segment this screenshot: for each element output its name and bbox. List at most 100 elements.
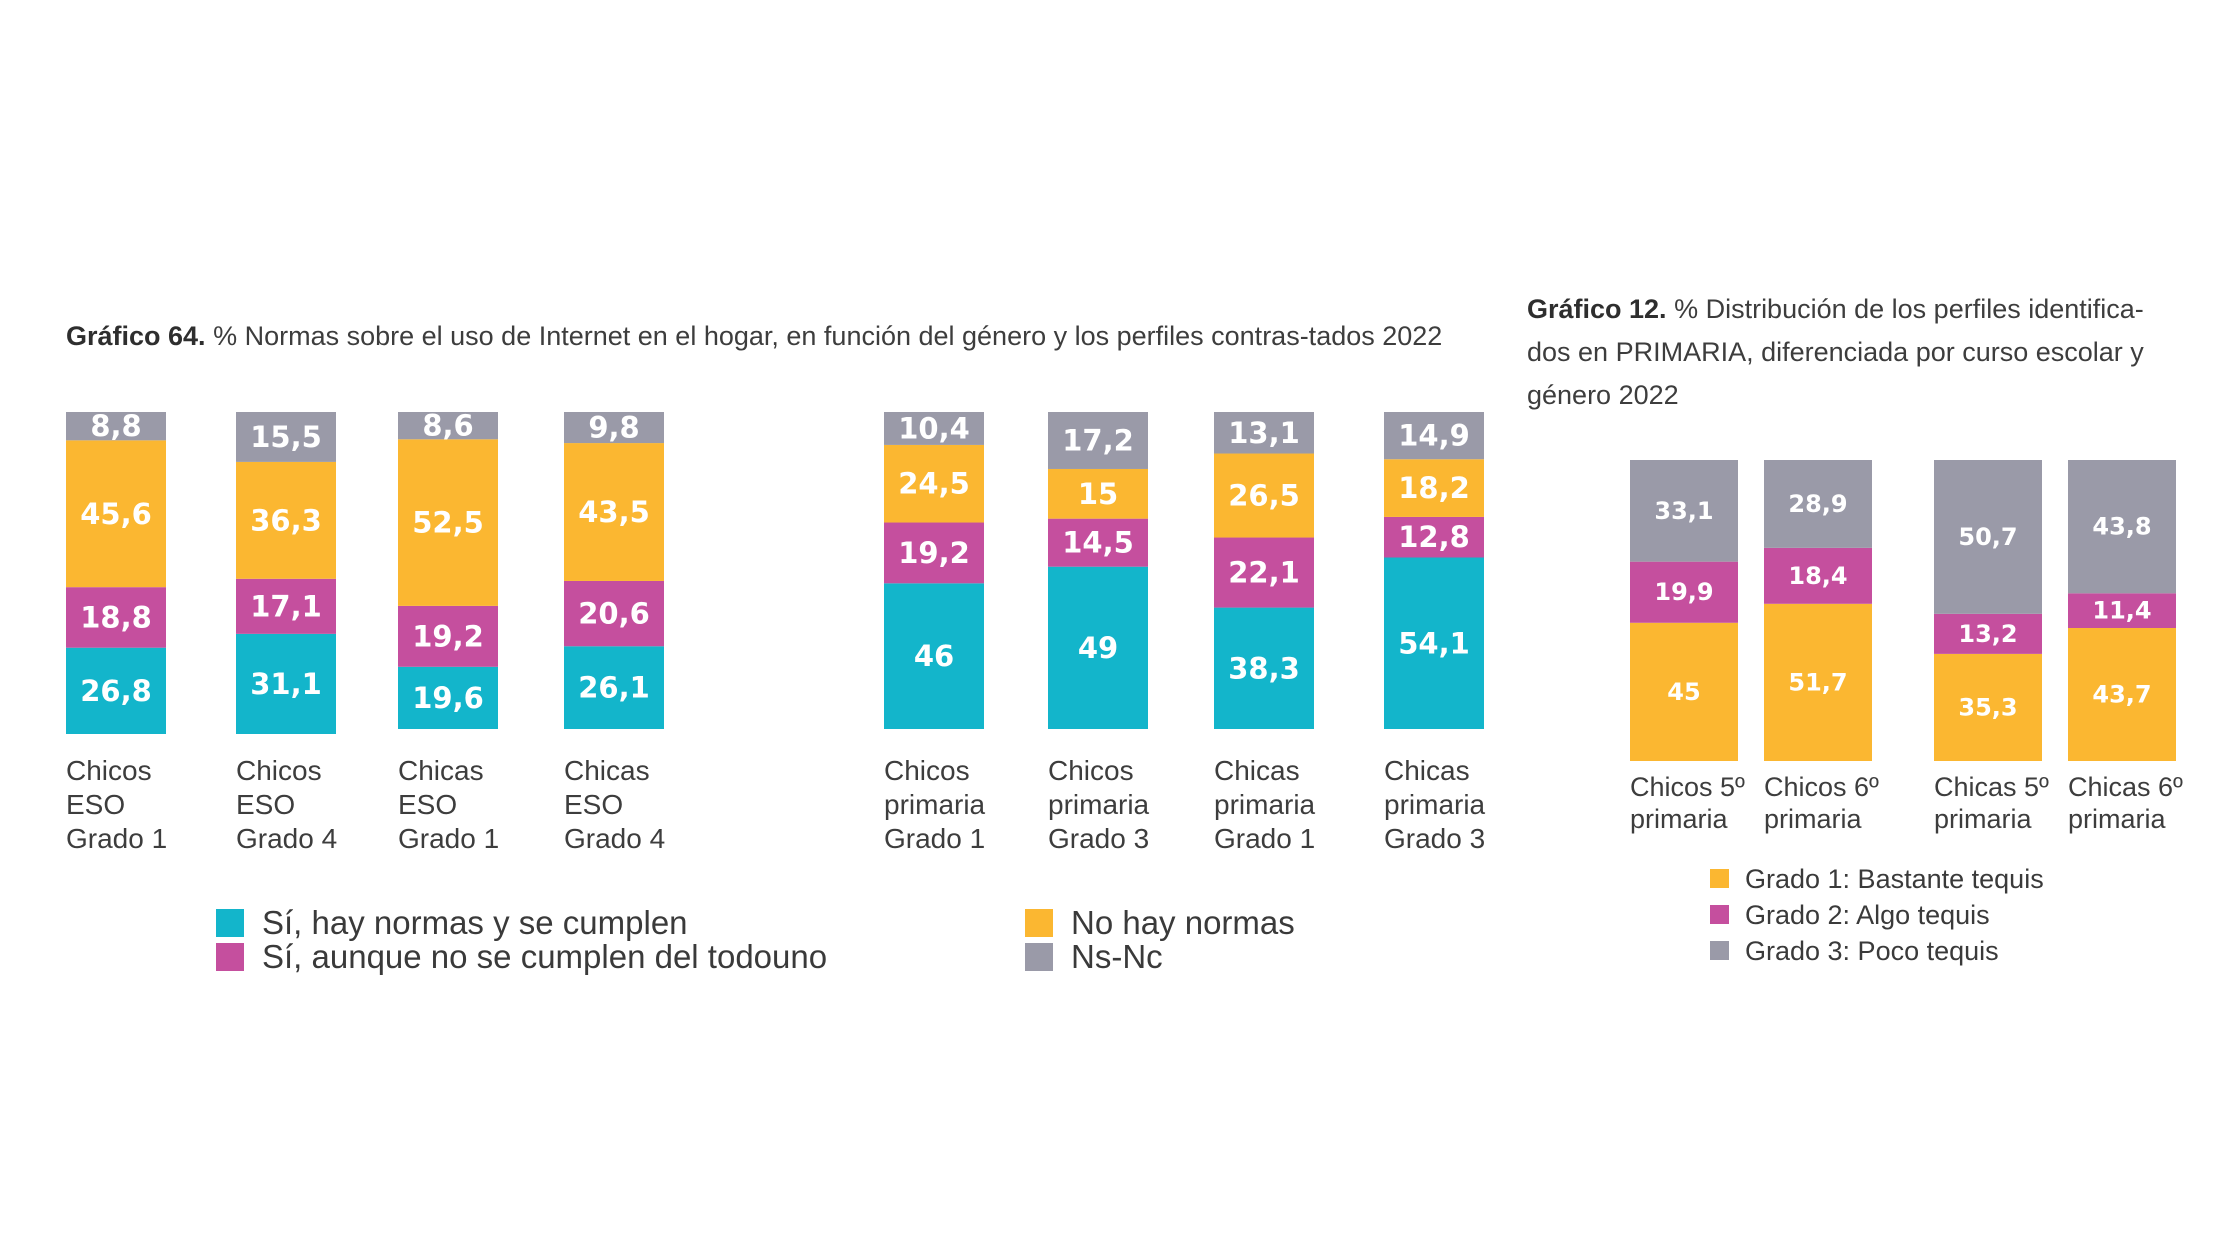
- chart64-title-bold: Gráfico 64.: [66, 321, 206, 351]
- chart64-bar-segment: [1048, 518, 1148, 567]
- chart64-value-label: 19,2: [412, 619, 484, 653]
- chart12-bar-segment: [1630, 561, 1738, 623]
- chart64-bar-segment: [884, 412, 984, 445]
- chart12-value-label: 51,7: [1788, 668, 1847, 696]
- chart64-category-label: Chicos: [884, 755, 970, 786]
- chart64-value-label: 46: [914, 639, 954, 673]
- chart64-value-label: 26,5: [1228, 479, 1300, 513]
- chart64-bar-segment: [1048, 468, 1148, 519]
- chart12-bar-segment: [1764, 603, 1872, 761]
- chart12-value-label: 45: [1667, 678, 1700, 706]
- chart64-category-label: Chicos: [236, 755, 322, 786]
- chart12-value-label: 33,1: [1654, 497, 1713, 525]
- chart64-value-label: 54,1: [1398, 626, 1470, 660]
- chart64-bar-segment: [1048, 566, 1148, 729]
- chart64-bar-segment: [884, 444, 984, 523]
- chart12-category-label: primaria: [1934, 804, 2033, 834]
- chart12-category-label: Chicos 5º: [1630, 772, 1745, 802]
- chart64-title-text: % Normas sobre el uso de Internet en el …: [205, 321, 1443, 351]
- chart64-category-label: Grado 1: [398, 823, 499, 854]
- chart64-title: Gráfico 64. % Normas sobre el uso de Int…: [66, 314, 1486, 358]
- chart64-value-label: 8,6: [422, 409, 473, 443]
- chart64-category-label: Chicas: [1384, 755, 1470, 786]
- chart64-value-label: 52,5: [412, 506, 484, 540]
- chart64-value-label: 19,2: [898, 536, 970, 570]
- legend-label-grado1: Grado 1: Bastante tequis: [1745, 864, 2044, 894]
- chart12-bar-segment: [2068, 628, 2176, 761]
- chart64-bar-segment: [66, 440, 166, 588]
- chart64-bar-segment: [66, 412, 166, 441]
- chart64-category-label: Chicos: [66, 755, 152, 786]
- legend-item-cumplen: Sí, hay normas y se cumplen: [216, 904, 688, 942]
- chart64-value-label: 17,1: [250, 589, 322, 623]
- chart12-title: Gráfico 12. % Distribución de los perfil…: [1527, 288, 2187, 417]
- chart12-bar-segment: [1934, 460, 2042, 614]
- chart64-value-label: 36,3: [250, 503, 322, 537]
- chart12-bar-segment: [2068, 593, 2176, 628]
- legend-item-grado1: Grado 1: Bastante tequis: [1710, 864, 2044, 895]
- legend-item-grado3: Grado 3: Poco tequis: [1710, 936, 1999, 967]
- chart64-value-label: 26,8: [80, 674, 152, 708]
- chart12-category-label: primaria: [1764, 804, 1863, 834]
- chart64-value-label: 38,3: [1228, 651, 1300, 685]
- chart64-bar-segment: [564, 580, 664, 647]
- legend-swatch-grado1: [1710, 869, 1729, 888]
- chart64-value-label: 24,5: [898, 467, 970, 501]
- chart12-category-label: primaria: [1630, 804, 1729, 834]
- chart64-value-label: 31,1: [250, 667, 322, 701]
- chart64-bar-segment: [884, 522, 984, 584]
- legend-label-grado3: Grado 3: Poco tequis: [1745, 936, 1999, 966]
- chart64-category-label: ESO: [66, 789, 125, 820]
- chart12-value-label: 35,3: [1958, 693, 2017, 721]
- chart12-bar-segment: [1630, 460, 1738, 562]
- chart12-title-bold: Gráfico 12.: [1527, 294, 1667, 324]
- chart64-category-label: Grado 1: [66, 823, 167, 854]
- chart64-category-label: primaria: [1214, 789, 1316, 820]
- chart64-category-label: Grado 1: [1214, 823, 1315, 854]
- chart64-value-label: 19,6: [412, 681, 484, 715]
- chart12-value-label: 28,9: [1788, 490, 1847, 518]
- chart64-bar-segment: [1214, 537, 1314, 608]
- chart64-category-label: ESO: [564, 789, 623, 820]
- chart12-category-label: Chicas 5º: [1934, 772, 2049, 802]
- chart64-bar-segment: [398, 666, 498, 729]
- chart64-category-label: primaria: [1048, 789, 1150, 820]
- chart64-category-label: Chicos: [1048, 755, 1134, 786]
- chart64-bar-segment: [398, 605, 498, 667]
- chart12-value-label: 18,4: [1788, 562, 1847, 590]
- chart64-value-label: 8,8: [90, 409, 141, 443]
- legend-label-no-normas: No hay normas: [1071, 904, 1295, 941]
- chart12-category-label: Chicas 6º: [2068, 772, 2183, 802]
- chart64-category-label: Chicas: [564, 755, 650, 786]
- chart64-bar-segment: [884, 583, 984, 729]
- chart12-bar-segment: [1764, 460, 1872, 548]
- chart64-bar-segment: [236, 633, 336, 734]
- chart64-bar-segment: [1384, 516, 1484, 558]
- chart12-category-label: primaria: [2068, 804, 2167, 834]
- chart64-category-label: Chicas: [398, 755, 484, 786]
- legend-item-grado2: Grado 2: Algo tequis: [1710, 900, 1990, 931]
- legend-item-no-cumplen: Sí, aunque no se cumplen del todouno: [216, 938, 827, 976]
- chart64-category-label: Grado 4: [564, 823, 665, 854]
- chart12-value-label: 43,7: [2092, 681, 2151, 709]
- chart64-category-label: ESO: [398, 789, 457, 820]
- chart64-value-label: 13,1: [1228, 416, 1300, 450]
- chart64-bar-segment: [564, 646, 664, 729]
- chart64-value-label: 15: [1078, 477, 1118, 511]
- legend-label-grado2: Grado 2: Algo tequis: [1745, 900, 1990, 930]
- chart64-category-label: Grado 1: [884, 823, 985, 854]
- chart12-bar-segment: [2068, 460, 2176, 594]
- chart64-value-label: 49: [1078, 631, 1118, 665]
- chart12-bar-segment: [1764, 547, 1872, 604]
- chart64-value-label: 12,8: [1398, 520, 1470, 554]
- chart64-bar-segment: [1214, 412, 1314, 454]
- chart64-value-label: 9,8: [588, 411, 639, 445]
- chart64-bar-segment: [236, 412, 336, 462]
- chart64-value-label: 22,1: [1228, 556, 1300, 590]
- legend-swatch-grado3: [1710, 941, 1729, 960]
- legend-item-nsnc: Ns-Nc: [1025, 938, 1163, 976]
- chart64-value-label: 14,5: [1062, 526, 1134, 560]
- chart64-value-label: 17,2: [1062, 423, 1134, 457]
- chart64-bar-segment: [66, 587, 166, 648]
